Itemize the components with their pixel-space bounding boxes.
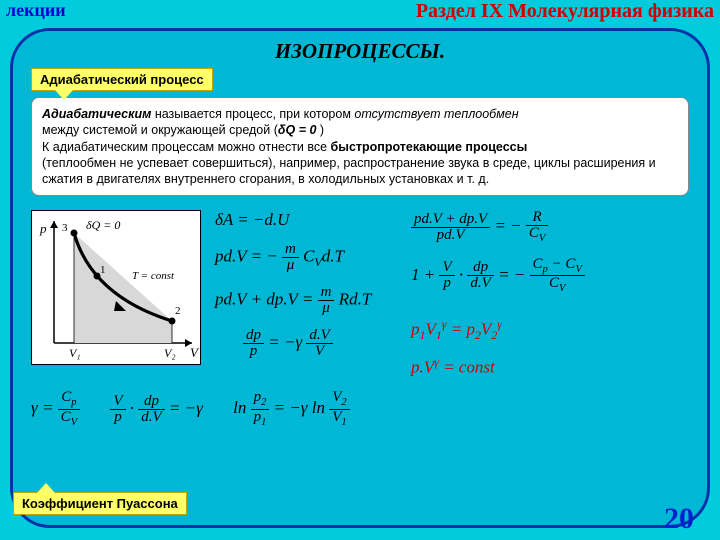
eq-VpdV: Vp · dpd.V = −γ [110, 394, 203, 425]
svg-text:V₂: V₂ [164, 346, 176, 360]
svg-text:1: 1 [100, 264, 106, 276]
eq-p1V1: p1V1γ = p2V2γ [411, 317, 711, 343]
svg-text:V₁: V₁ [69, 346, 81, 360]
page-number: 20 [664, 502, 694, 536]
page-title: ИЗОПРОЦЕССЫ. [31, 39, 689, 64]
eq-dA: δA = −d.U [215, 210, 375, 230]
callout-adiabatic: Адиабатический процесс [31, 68, 213, 91]
eq-pVconst: p.Vγ = const [411, 355, 711, 378]
adiabat-graph: p V 3 1 2 δQ = 0 T = const V₁ V₂ [31, 210, 201, 365]
equations-col1: δA = −d.U pd.V = − mμ CVd.T pd.V + dp.V … [215, 206, 375, 371]
svg-text:p: p [39, 221, 47, 236]
eq-pdV1: pd.V = − mμ CVd.T [215, 242, 375, 273]
equations-col2: pd.V + dp.Vpd.V = − RCV 1 + Vp · dpd.V =… [411, 206, 711, 389]
svg-text:δQ = 0: δQ = 0 [86, 218, 120, 232]
callout-poisson: Коэффициент Пуассона [13, 492, 187, 515]
svg-text:3: 3 [62, 222, 68, 234]
eq-dpp: dpp = −γ d.VV [243, 328, 375, 359]
eq-pdV2: pd.V + dp.V = mμ Rd.T [215, 285, 375, 316]
header-right: Раздел IX Молекулярная физика [416, 0, 714, 23]
eq-ln: ln p2p1 = −γ ln V2V1 [233, 390, 350, 428]
svg-text:V: V [190, 345, 200, 360]
svg-text:2: 2 [175, 305, 181, 317]
main-panel: ИЗОПРОЦЕССЫ. Адиабатический процесс Адиа… [10, 28, 710, 528]
content-area: p V 3 1 2 δQ = 0 T = const V₁ V₂ [31, 206, 689, 486]
header-left: лекции [6, 0, 66, 21]
svg-text:T = const: T = const [132, 270, 175, 282]
eq-ratio2: 1 + Vp · dpd.V = − Cp − CVCV [411, 257, 711, 295]
equations-row2: γ = CpCV Vp · dpd.V = −γ ln p2p1 = −γ ln… [31, 386, 691, 440]
definition-box: Адиабатическим называется процесс, при к… [31, 97, 689, 196]
eq-ratio1: pd.V + dp.Vpd.V = − RCV [411, 210, 711, 245]
eq-gamma: γ = CpCV [31, 390, 80, 428]
